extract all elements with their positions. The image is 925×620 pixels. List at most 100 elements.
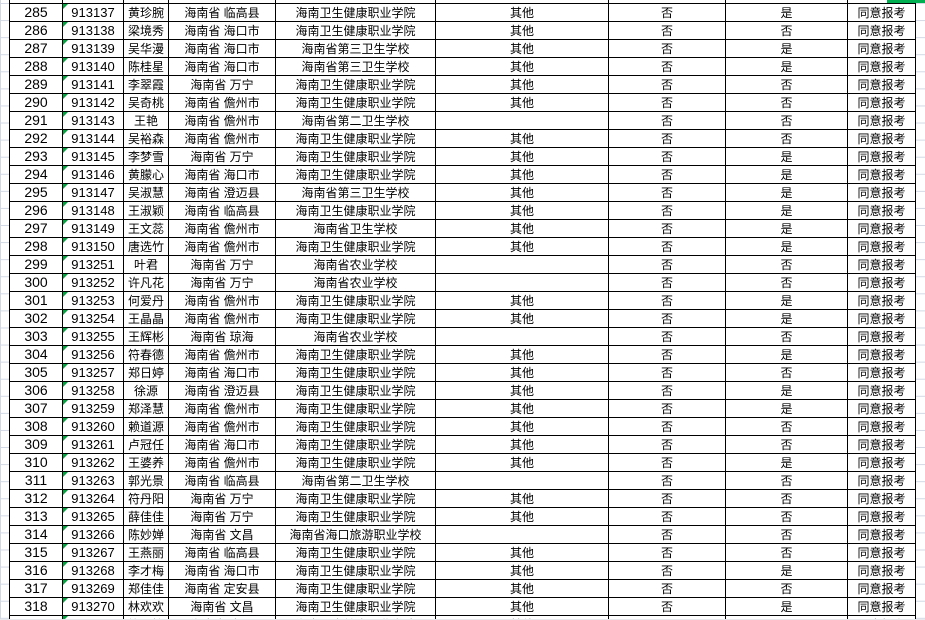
cell-province_city[interactable]: 海南省 临高县	[168, 2, 276, 22]
cell-school[interactable]: 海南卫生健康职业学院	[275, 542, 436, 562]
cell-row_no[interactable]: 297	[9, 218, 63, 238]
cell-flag_1[interactable]: 否	[608, 380, 726, 400]
cell-school[interactable]: 海南卫生健康职业学院	[275, 416, 436, 436]
cell-approval[interactable]: 同意报考	[847, 326, 916, 346]
cell-category[interactable]: 其他	[435, 434, 609, 454]
cell-school[interactable]: 海南卫生健康职业学院	[275, 74, 436, 94]
cell-row_no[interactable]: 296	[9, 200, 63, 220]
cell-approval[interactable]: 同意报考	[847, 578, 916, 598]
cell-flag_1[interactable]: 否	[608, 506, 726, 526]
cell-row_no[interactable]: 307	[9, 398, 63, 418]
cell-school[interactable]: 海南卫生健康职业学院	[275, 434, 436, 454]
cell-province_city[interactable]: 海南省 澄迈县	[168, 380, 276, 400]
cell-flag_1[interactable]: 否	[608, 470, 726, 490]
cell-approval[interactable]: 同意报考	[847, 218, 916, 238]
cell-category[interactable]: 其他	[435, 290, 609, 310]
cell-approval[interactable]: 同意报考	[847, 434, 916, 454]
cell-flag_1[interactable]: 否	[608, 56, 726, 76]
cell-flag_1[interactable]: 否	[608, 182, 726, 202]
cell-flag_2[interactable]: 是	[725, 56, 848, 76]
cell-name[interactable]: 王婆养	[123, 452, 169, 472]
cell-candidate_id[interactable]: 913144	[62, 128, 124, 148]
cell-province_city[interactable]: 海南省 万宁	[168, 506, 276, 526]
cell-row_no[interactable]: 304	[9, 344, 63, 364]
cell-school[interactable]: 海南卫生健康职业学院	[275, 596, 436, 616]
cell-flag_2[interactable]: 否	[725, 74, 848, 94]
cell-name[interactable]: 吴淑慧	[123, 182, 169, 202]
cell-row_no[interactable]: 287	[9, 38, 63, 58]
cell-row_no[interactable]: 285	[9, 2, 63, 22]
cell-province_city[interactable]: 海南省 儋州市	[168, 92, 276, 112]
cell-name[interactable]: 林欢欢	[123, 596, 169, 616]
cell-category[interactable]: 其他	[435, 506, 609, 526]
cell-flag_2[interactable]: 否	[725, 524, 848, 544]
cell-school[interactable]: 海南卫生健康职业学院	[275, 398, 436, 418]
cell-name[interactable]: 卢冠任	[123, 434, 169, 454]
cell-row_no[interactable]: 314	[9, 524, 63, 544]
cell-province_city[interactable]: 海南省 儋州市	[168, 416, 276, 436]
cell-category[interactable]: 其他	[435, 74, 609, 94]
cell-province_city[interactable]: 海南省 万宁	[168, 272, 276, 292]
cell-category[interactable]: 其他	[435, 452, 609, 472]
cell-flag_2[interactable]: 是	[725, 2, 848, 22]
cell-school[interactable]: 海南卫生健康职业学院	[275, 236, 436, 256]
cell-flag_2[interactable]: 否	[725, 542, 848, 562]
cell-school[interactable]: 海南卫生健康职业学院	[275, 452, 436, 472]
cell-category[interactable]: 其他	[435, 488, 609, 508]
cell-flag_1[interactable]: 否	[608, 92, 726, 112]
cell-candidate_id[interactable]: 913256	[62, 344, 124, 364]
cell-row_no[interactable]: 316	[9, 560, 63, 580]
cell-name[interactable]: 薛佳佳	[123, 506, 169, 526]
cell-category[interactable]	[435, 326, 609, 346]
cell-school[interactable]: 海南卫生健康职业学院	[275, 380, 436, 400]
cell-candidate_id[interactable]: 913271	[62, 614, 124, 620]
cell-name[interactable]: 叶君	[123, 254, 169, 274]
cell-flag_2[interactable]: 是	[725, 452, 848, 472]
cell-flag_1[interactable]: 否	[608, 416, 726, 436]
cell-province_city[interactable]: 海南省 万宁	[168, 488, 276, 508]
cell-approval[interactable]: 同意报考	[847, 182, 916, 202]
cell-row_no[interactable]: 309	[9, 434, 63, 454]
cell-province_city[interactable]: 海南省 儋州市	[168, 398, 276, 418]
cell-category[interactable]: 其他	[435, 344, 609, 364]
cell-school[interactable]: 海南卫生健康职业学院	[275, 560, 436, 580]
cell-row_no[interactable]: 301	[9, 290, 63, 310]
cell-category[interactable]: 其他	[435, 20, 609, 40]
cell-name[interactable]: 李翠霞	[123, 74, 169, 94]
cell-name[interactable]: 王燕丽	[123, 542, 169, 562]
cell-flag_1[interactable]: 否	[608, 326, 726, 346]
cell-approval[interactable]: 同意报考	[847, 164, 916, 184]
cell-name[interactable]: 符丹阳	[123, 488, 169, 508]
cell-approval[interactable]: 同意报考	[847, 20, 916, 40]
cell-category[interactable]: 其他	[435, 92, 609, 112]
cell-row_no[interactable]: 300	[9, 272, 63, 292]
cell-category[interactable]: 其他	[435, 380, 609, 400]
cell-name[interactable]: 何爱丹	[123, 290, 169, 310]
cell-candidate_id[interactable]: 913259	[62, 398, 124, 418]
cell-row_no[interactable]: 295	[9, 182, 63, 202]
cell-category[interactable]: 其他	[435, 596, 609, 616]
cell-candidate_id[interactable]: 913270	[62, 596, 124, 616]
cell-school[interactable]: 海南卫生健康职业学院	[275, 92, 436, 112]
cell-flag_2[interactable]: 否	[725, 506, 848, 526]
cell-candidate_id[interactable]: 913145	[62, 146, 124, 166]
cell-category[interactable]: 其他	[435, 416, 609, 436]
cell-name[interactable]: 赖道源	[123, 416, 169, 436]
cell-candidate_id[interactable]: 913266	[62, 524, 124, 544]
cell-row_no[interactable]: 292	[9, 128, 63, 148]
cell-province_city[interactable]: 海南省 海口市	[168, 38, 276, 58]
cell-flag_2[interactable]: 是	[725, 344, 848, 364]
cell-flag_1[interactable]: 否	[608, 236, 726, 256]
cell-candidate_id[interactable]: 913257	[62, 362, 124, 382]
cell-flag_2[interactable]: 否	[725, 434, 848, 454]
cell-approval[interactable]: 同意报考	[847, 290, 916, 310]
cell-category[interactable]: 其他	[435, 542, 609, 562]
cell-flag_1[interactable]: 否	[608, 362, 726, 382]
cell-approval[interactable]: 同意报考	[847, 452, 916, 472]
cell-flag_1[interactable]: 否	[608, 434, 726, 454]
cell-category[interactable]	[435, 110, 609, 130]
cell-province_city[interactable]: 海南省 儋州市	[168, 452, 276, 472]
cell-approval[interactable]: 同意报考	[847, 560, 916, 580]
cell-candidate_id[interactable]: 913143	[62, 110, 124, 130]
cell-flag_2[interactable]: 是	[725, 182, 848, 202]
